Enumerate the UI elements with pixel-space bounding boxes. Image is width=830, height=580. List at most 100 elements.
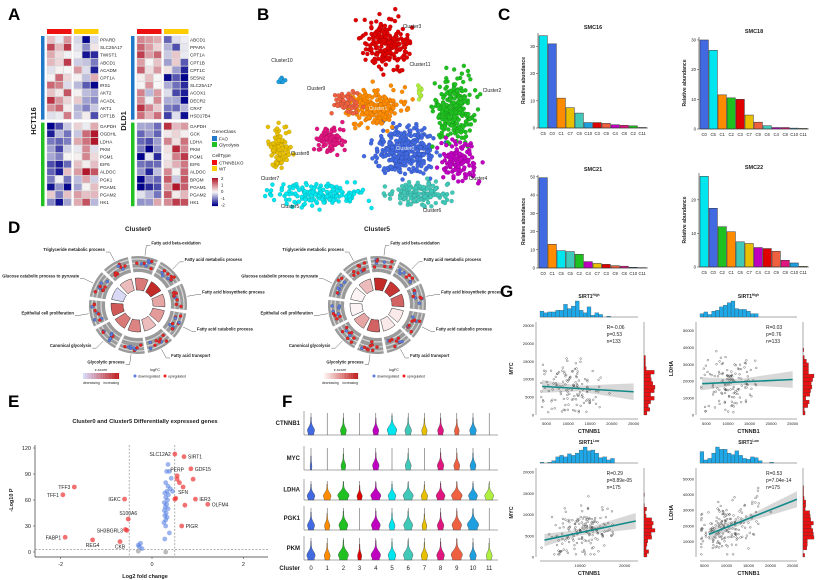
scatter-point bbox=[723, 387, 726, 390]
geneclass-bar-fao bbox=[41, 36, 45, 120]
color-scale-step bbox=[212, 201, 218, 203]
scatter-point bbox=[588, 534, 591, 537]
scatter-point bbox=[599, 376, 602, 379]
umap-point bbox=[451, 100, 456, 105]
panel-label-a: A bbox=[8, 5, 20, 24]
violin-cluster-5 bbox=[387, 483, 397, 501]
umap-point bbox=[381, 108, 386, 114]
umap-point bbox=[342, 147, 347, 153]
scatter-title: SIRT1High bbox=[578, 293, 599, 300]
scatter-point bbox=[732, 405, 735, 408]
heatmap-cell bbox=[63, 145, 72, 153]
right-histogram-bar bbox=[643, 385, 656, 390]
umap-point bbox=[368, 107, 374, 112]
umap-point bbox=[400, 148, 405, 153]
y-tick-label: 60 bbox=[25, 498, 31, 504]
heatmap-cell bbox=[145, 96, 154, 105]
scatter-point bbox=[541, 363, 545, 366]
top-histogram-bar bbox=[582, 312, 588, 318]
scatter-point bbox=[738, 373, 741, 376]
scatter-point bbox=[594, 402, 598, 405]
scatter-point bbox=[579, 404, 582, 407]
heatmap-cell bbox=[55, 168, 64, 176]
scatter-point bbox=[563, 409, 567, 412]
umap-point bbox=[304, 182, 309, 188]
top-histogram-bar bbox=[539, 310, 545, 318]
right-histogram-bar bbox=[643, 407, 650, 412]
scatter-point bbox=[580, 395, 583, 398]
umap-point bbox=[385, 147, 390, 152]
scatter-point bbox=[553, 407, 556, 410]
right-histogram-bar bbox=[802, 492, 804, 497]
umap-point bbox=[417, 156, 423, 162]
umap-point bbox=[440, 159, 445, 165]
umap-point bbox=[408, 128, 413, 133]
umap-point bbox=[336, 93, 341, 98]
umap-point bbox=[364, 110, 370, 115]
umap-point bbox=[351, 191, 357, 197]
heatmap-cell bbox=[163, 35, 172, 44]
umap-point bbox=[441, 175, 446, 180]
scatter-point bbox=[568, 392, 571, 395]
heatmap-cell bbox=[145, 73, 154, 82]
celltype-bar-ctnnb1ko bbox=[47, 29, 72, 34]
scatter-point bbox=[550, 516, 554, 519]
gene-label: TFF3 bbox=[58, 485, 70, 491]
term-leader-line bbox=[383, 245, 390, 256]
color-scale-tick: -1 bbox=[221, 196, 225, 201]
geneclass-bar-glycolysis bbox=[41, 122, 45, 207]
y-tick-label: 50000 bbox=[683, 476, 695, 481]
scatter-point bbox=[717, 524, 720, 527]
scatter-point bbox=[589, 553, 592, 556]
umap-point bbox=[439, 140, 444, 146]
scatter-point bbox=[736, 367, 740, 370]
upregulated-point bbox=[177, 480, 182, 486]
umap-point bbox=[375, 106, 381, 112]
umap-point bbox=[388, 131, 394, 136]
y-tick-label: 30 bbox=[530, 44, 535, 49]
bar-c6 bbox=[565, 251, 575, 269]
heatmap-cell bbox=[163, 66, 172, 74]
umap-point bbox=[385, 55, 390, 60]
color-scale-step bbox=[212, 178, 218, 180]
violin-cluster-8 bbox=[437, 512, 445, 531]
bar-c0 bbox=[538, 177, 548, 269]
term-band-stripe bbox=[92, 273, 105, 298]
scatter-point bbox=[710, 374, 713, 377]
legend-down-label: downregulated bbox=[377, 375, 399, 379]
labeled-point bbox=[90, 537, 95, 543]
umap-point bbox=[352, 180, 358, 185]
heatmap-cell bbox=[136, 66, 145, 74]
scatter-point bbox=[540, 381, 543, 385]
umap-point bbox=[391, 87, 396, 93]
umap-point bbox=[334, 193, 339, 199]
violin-cluster-tick: 6 bbox=[407, 566, 411, 572]
scatter-point bbox=[700, 542, 703, 546]
right-histogram-bar bbox=[643, 542, 648, 547]
scatter-point bbox=[731, 378, 734, 382]
umap-point bbox=[335, 188, 340, 194]
zscore-gradient-step bbox=[332, 373, 335, 379]
go-term-label: Fatty acid beta-oxidation bbox=[390, 241, 440, 246]
scatter-point bbox=[709, 373, 712, 376]
y-tick-label: 10000 bbox=[683, 539, 695, 544]
heatmap-cell bbox=[46, 130, 55, 138]
zscore-gradient-step bbox=[88, 373, 91, 379]
bar-tick-label: C7 bbox=[747, 132, 753, 137]
umap-point bbox=[374, 40, 380, 45]
gene-label: S100A6 bbox=[119, 511, 137, 517]
y-tick-label: 10000 bbox=[683, 396, 695, 401]
scatter-point bbox=[700, 537, 703, 541]
panel-label-c: C bbox=[498, 5, 510, 24]
umap-point bbox=[464, 121, 469, 127]
scatter-point bbox=[745, 383, 749, 386]
umap-point bbox=[303, 197, 308, 202]
scatter-point bbox=[588, 526, 591, 529]
violin-cluster-tick: 5 bbox=[390, 566, 394, 572]
upregulated-gene-dot bbox=[123, 344, 127, 349]
go-term-label: Glycolytic process bbox=[87, 359, 125, 364]
right-histogram-bar bbox=[643, 521, 654, 526]
umap-point bbox=[339, 193, 345, 198]
color-scale-step bbox=[212, 202, 218, 204]
